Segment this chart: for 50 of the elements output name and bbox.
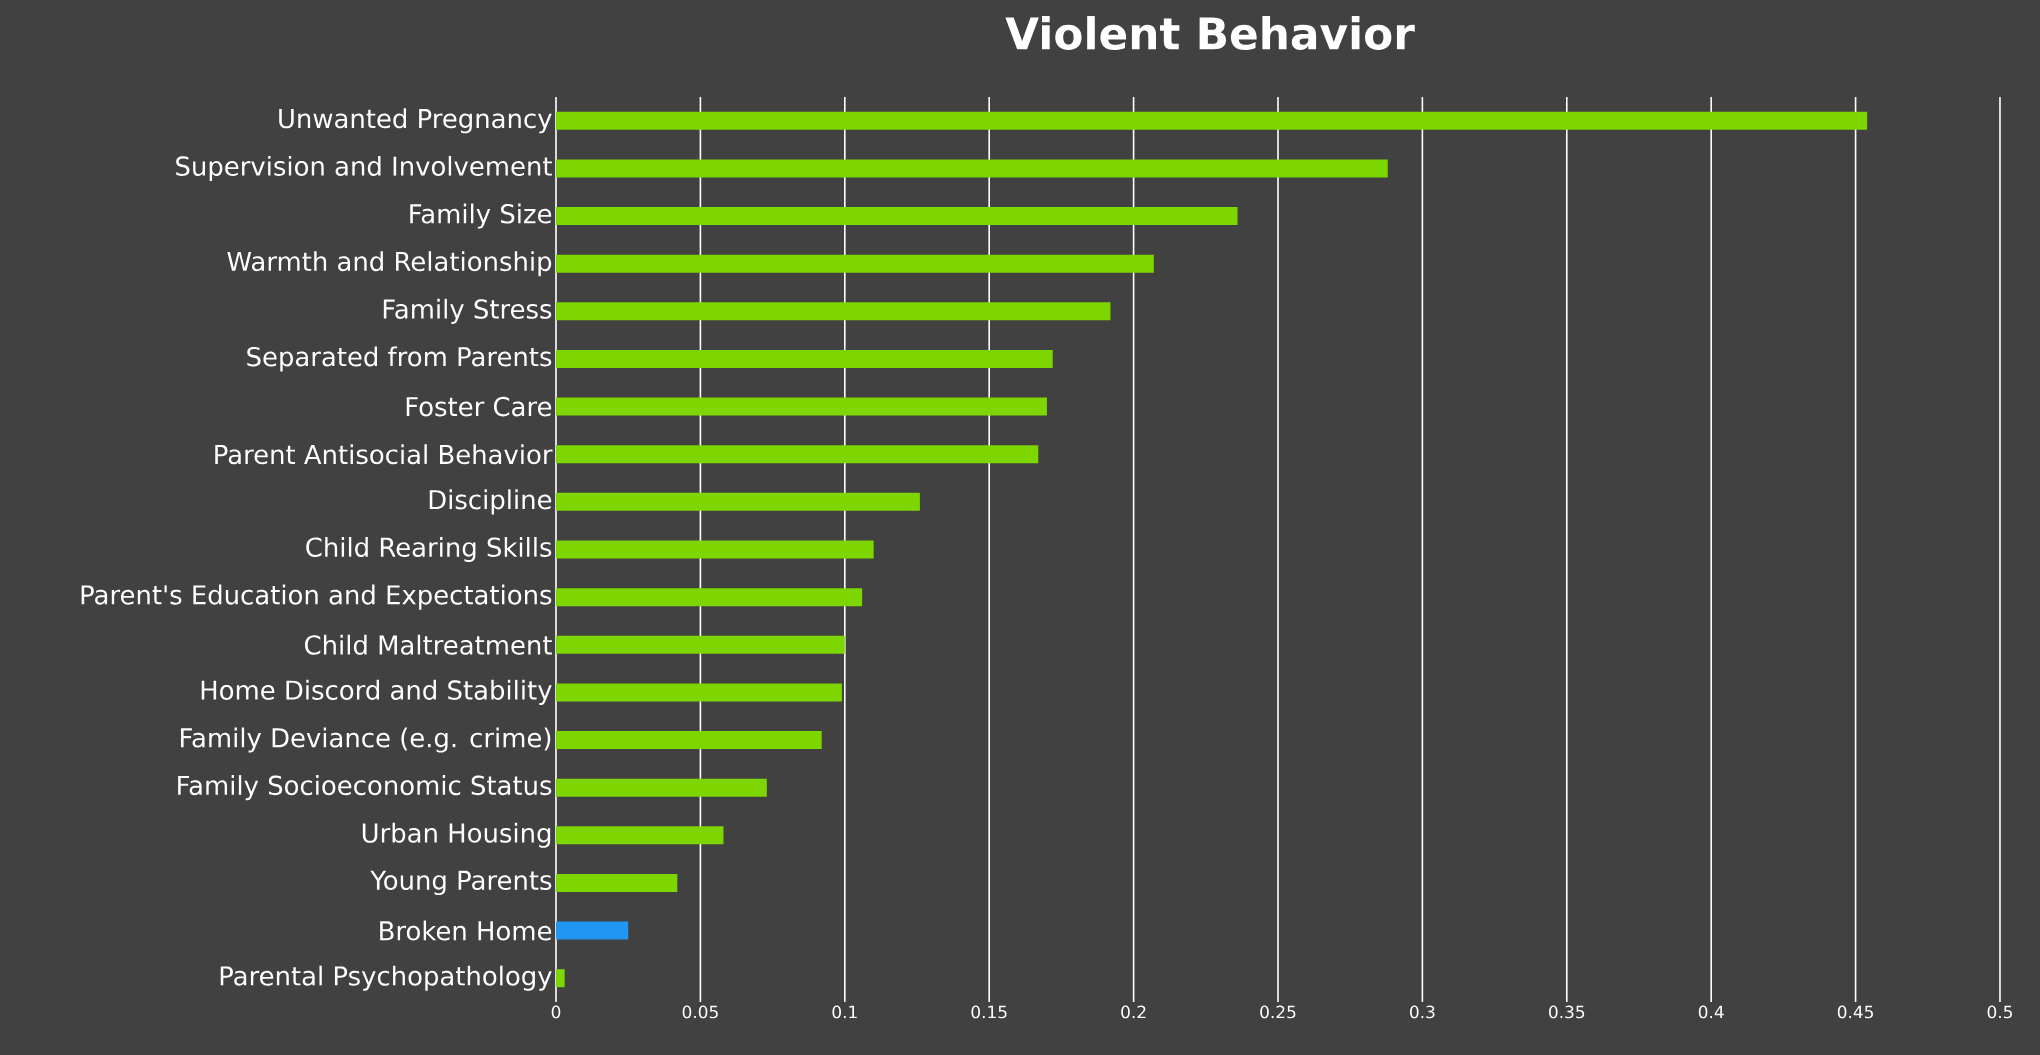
bar (556, 111, 1868, 130)
x-tick-label: 0.5 (1987, 1005, 2012, 1019)
bar (556, 207, 1238, 226)
bar (556, 397, 1047, 416)
y-tick-label: Supervision and Involvement (176, 155, 552, 181)
y-tick-label: Parent's Education and Expectations (81, 584, 552, 610)
y-tick-label: Child Rearing Skills (306, 536, 552, 563)
y-tick-label: Foster Care (406, 396, 552, 417)
y-tick-label: Parent Antisocial Behavior (215, 444, 553, 465)
x-tick-label: 0.2 (1121, 1005, 1146, 1019)
bar (556, 969, 565, 988)
y-tick-label: Young Parents (370, 870, 552, 896)
x-tick-label: 0.25 (1260, 1005, 1296, 1019)
x-tick-label: 0.35 (1549, 1005, 1585, 1019)
y-tick-label: Unwanted Pregnancy (279, 108, 552, 134)
x-tick-label: 0 (551, 1005, 561, 1019)
x-tick-label: 0.1 (832, 1005, 857, 1019)
y-tick-label: Parental Psychopathology (220, 965, 552, 991)
y-tick-label: Child Maltreatment (305, 634, 552, 655)
y-tick-label: Warmth and Relationship (227, 251, 552, 277)
bar (556, 826, 724, 845)
bar (556, 159, 1388, 178)
y-tick-label: Family Size (410, 203, 552, 229)
y-tick-label: Family Stress (383, 298, 552, 324)
bar (556, 731, 822, 750)
bar (556, 683, 842, 702)
bar (556, 445, 1039, 464)
y-tick-label: Urban Housing (362, 822, 551, 848)
bar (556, 921, 629, 940)
x-tick-label: 0.3 (1410, 1005, 1435, 1019)
bar (556, 778, 767, 797)
y-tick-label: Family Socioeconomic Status (178, 775, 552, 801)
x-tick-label: 0.15 (971, 1005, 1007, 1019)
y-tick-label: Discipline (429, 489, 552, 515)
bar (556, 635, 845, 654)
y-tick-label: Broken Home (380, 920, 552, 941)
y-tick-label: Family Deviance (e.g. crime) (181, 727, 551, 753)
chart-title: Violent Behavior (1005, 16, 1415, 50)
bar (556, 349, 1053, 368)
bar (556, 873, 678, 892)
bar (556, 302, 1111, 321)
bar (556, 492, 920, 511)
bar (556, 588, 863, 607)
x-tick-label: 0.45 (1837, 1005, 1873, 1019)
x-tick-label: 0.4 (1698, 1005, 1724, 1019)
y-tick-label: Home Discord and Stability (201, 679, 552, 705)
x-tick-label: 0.05 (682, 1005, 718, 1019)
y-tick-label: Separated from Parents (247, 346, 552, 372)
bar (556, 254, 1154, 273)
bar (556, 540, 874, 559)
